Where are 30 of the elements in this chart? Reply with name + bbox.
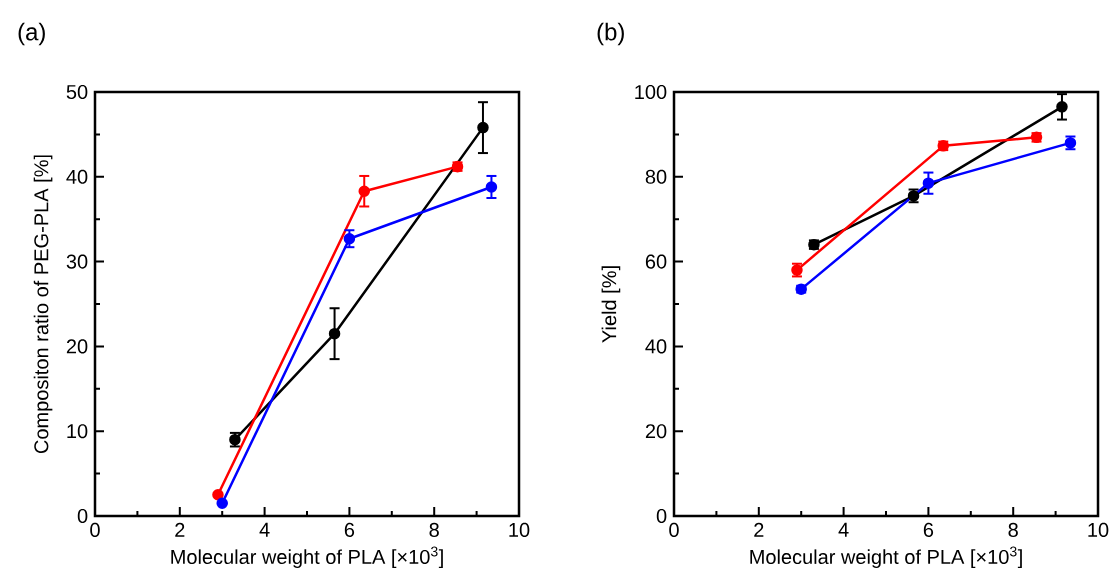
chart-title: (b) <box>597 22 624 46</box>
y-tick-label: 60 <box>645 254 667 269</box>
x-tick-label: 0 <box>669 522 679 538</box>
x-tick-label: 2 <box>754 522 764 537</box>
y-tick-label: 40 <box>66 169 88 184</box>
y-tick-label: 0 <box>656 508 667 524</box>
y-tick-label: 50 <box>66 84 88 100</box>
x-tick-label: 4 <box>259 522 270 537</box>
x-tick-label: 0 <box>90 522 100 538</box>
y-tick-label: 80 <box>645 169 667 184</box>
x-tick-label: 6 <box>923 522 934 538</box>
x-axis-title: Molecular weight of PLA [×10$^{3}$] <box>750 546 1022 569</box>
x-axis-title: Molecular weight of PLA [×10$^{3}$] <box>171 546 443 569</box>
y-axis-title: Yield [%] <box>601 266 621 343</box>
y-tick-label: 100 <box>635 84 667 100</box>
y-tick-label: 20 <box>66 339 88 354</box>
chart-title: (a) <box>18 22 45 46</box>
y-tick-label: 30 <box>66 254 88 269</box>
y-tick-label: 0 <box>77 508 88 524</box>
y-tick-label: 40 <box>645 339 667 354</box>
x-tick-label: 10 <box>1088 522 1109 538</box>
x-tick-label: 2 <box>175 522 185 537</box>
y-tick-label: 10 <box>67 424 88 439</box>
x-tick-label: 6 <box>344 522 355 538</box>
x-tick-label: 4 <box>838 522 849 537</box>
y-tick-label: 20 <box>645 424 667 439</box>
x-tick-label: 8 <box>429 522 439 538</box>
x-tick-label: 10 <box>509 522 530 538</box>
y-axis-title: Compositon ratio of PEG-PLA [%] <box>33 155 53 454</box>
x-tick-label: 8 <box>1008 522 1018 538</box>
